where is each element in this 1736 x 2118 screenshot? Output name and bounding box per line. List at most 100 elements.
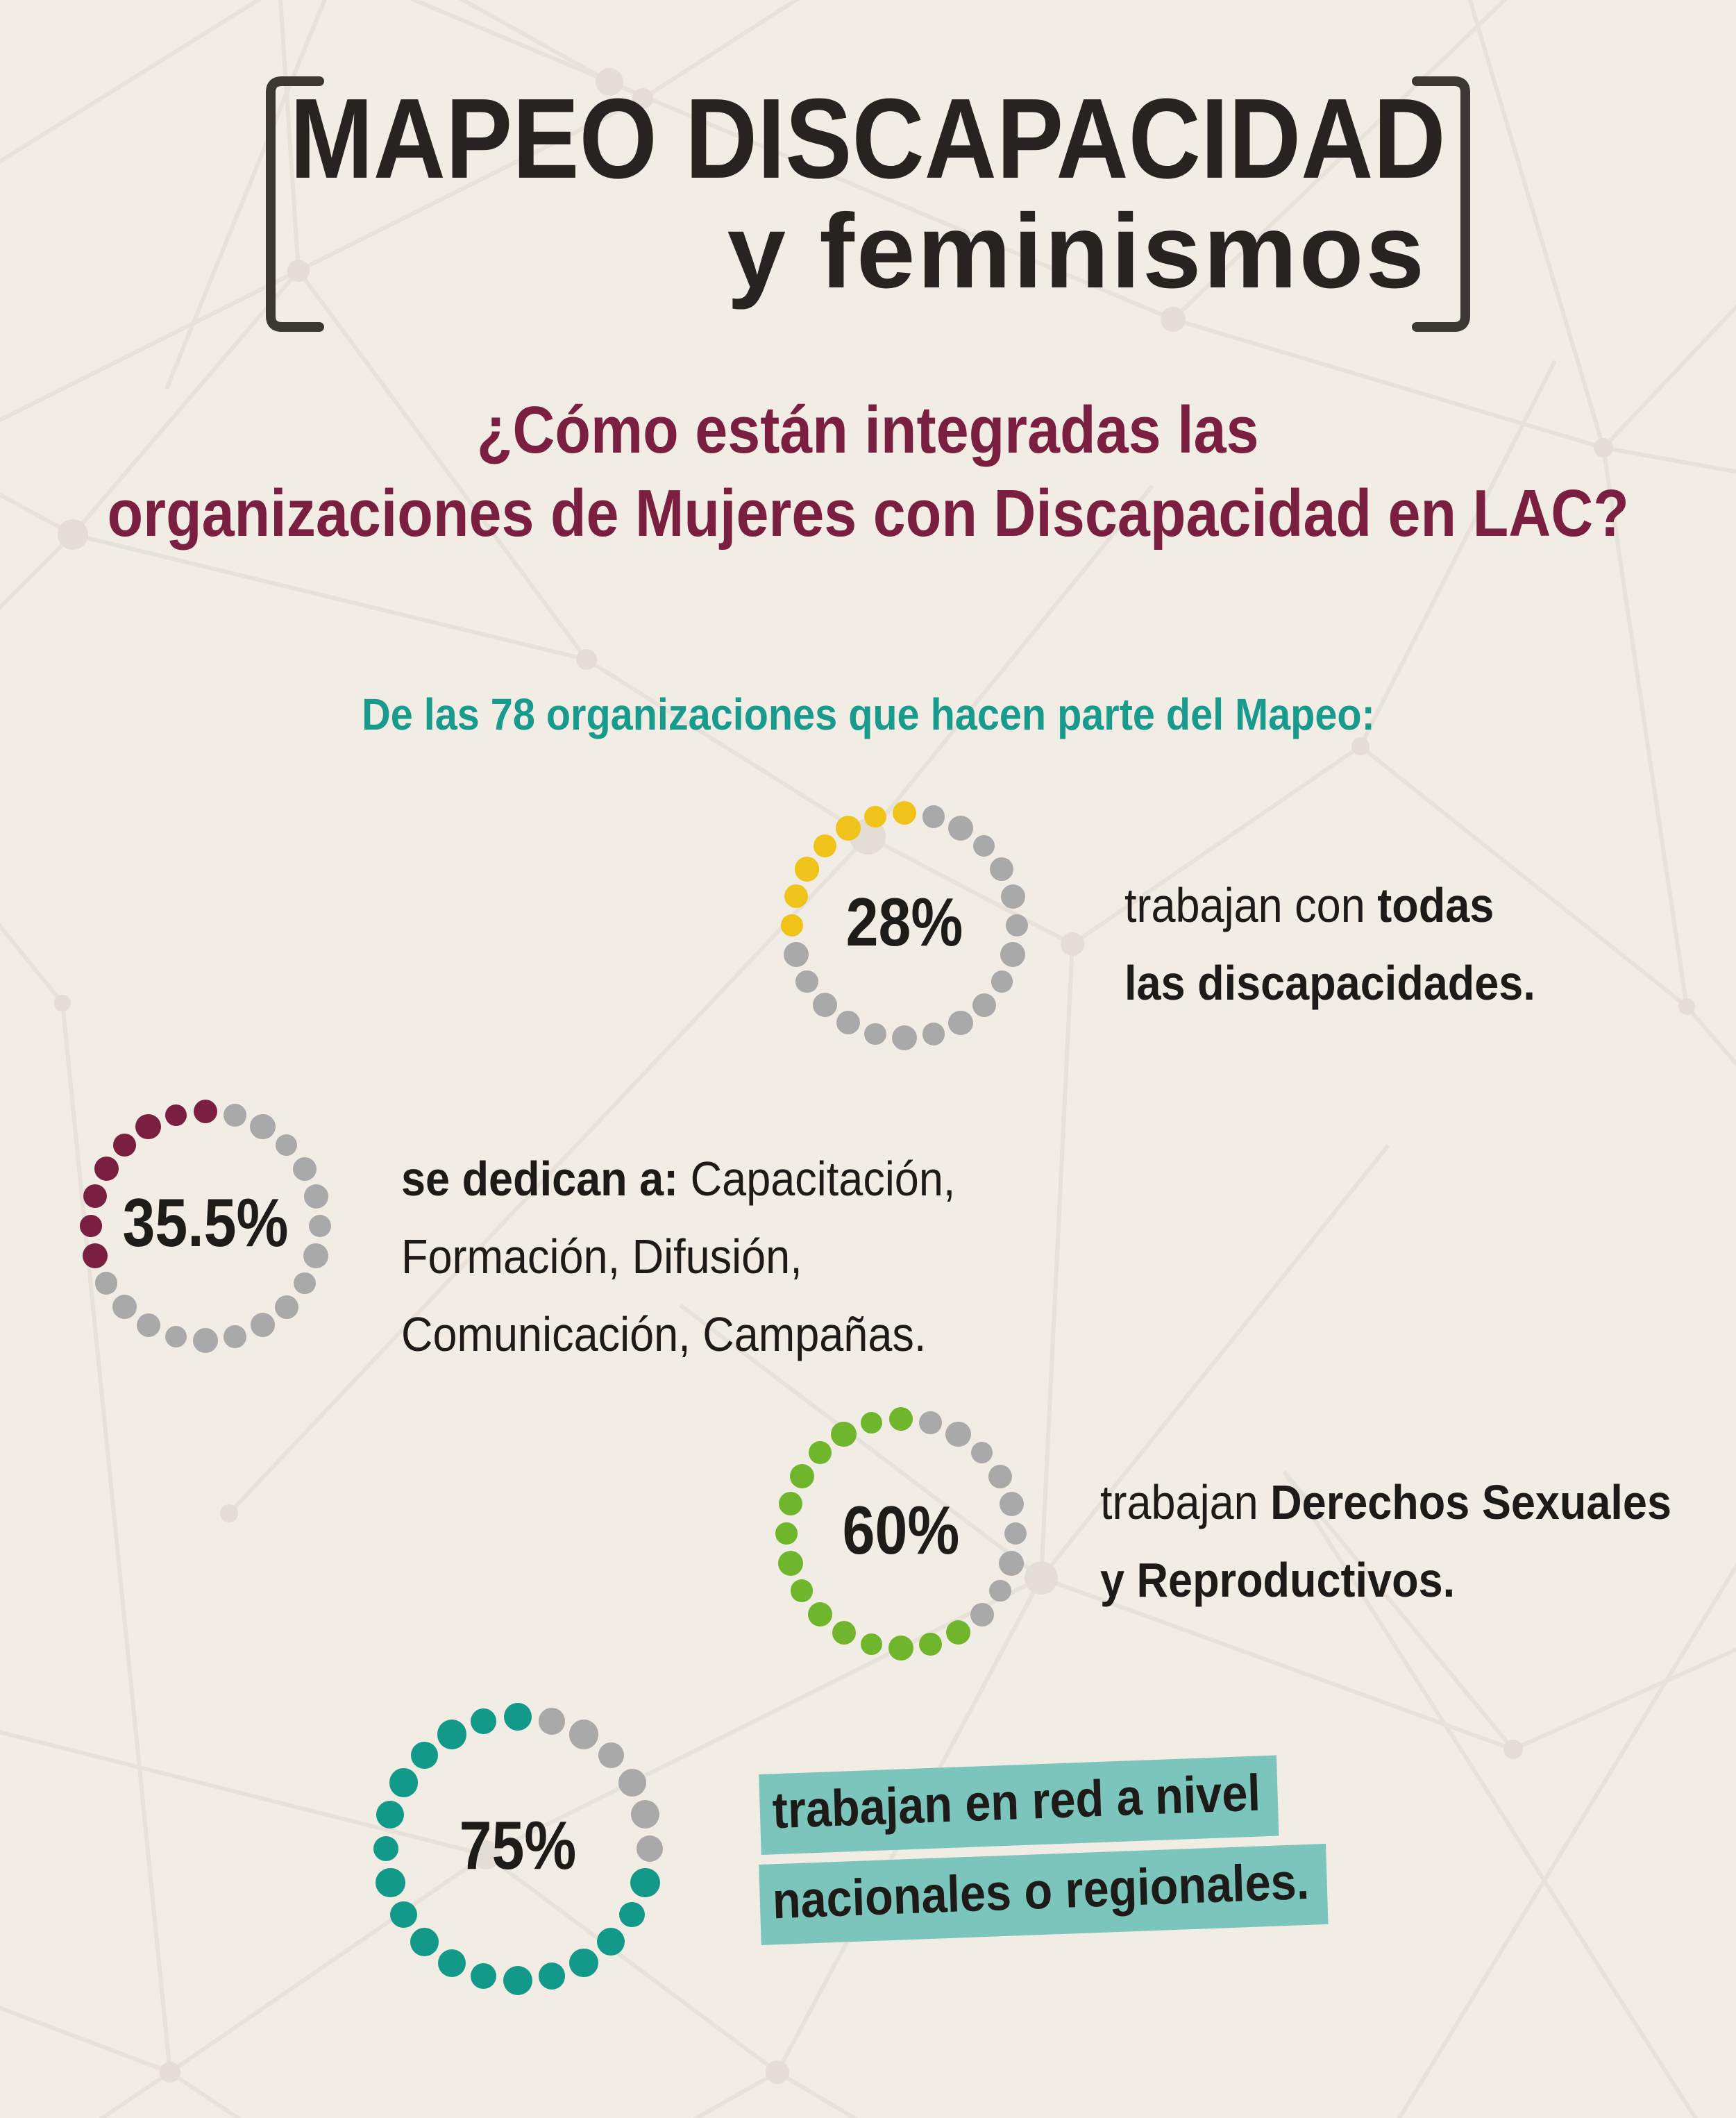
- question-line-2: organizaciones de Mujeres con Discapacid…: [107, 476, 1629, 550]
- donut-dot: [919, 1633, 942, 1656]
- donut-dot: [504, 1703, 532, 1731]
- question-heading: ¿Cómo están integradas las organizacione…: [0, 389, 1736, 555]
- donut-dot: [274, 1295, 298, 1319]
- donut-dot: [82, 1243, 108, 1268]
- donut-dot: [775, 1522, 798, 1545]
- dot-donut-chart-35-5: 35.5%: [76, 1096, 335, 1356]
- donut-dot: [192, 1327, 218, 1353]
- donut-dot: [389, 1768, 419, 1797]
- donut-dot: [630, 1867, 660, 1898]
- donut-dot: [891, 1025, 917, 1050]
- donut-dot: [784, 884, 808, 909]
- donut-dot: [538, 1962, 566, 1990]
- donut-dot: [778, 1492, 802, 1516]
- stat-description-line: y Reproductivos.: [1100, 1553, 1456, 1607]
- stat-description-line: Formación, Difusión,: [401, 1229, 802, 1284]
- donut-dot: [113, 1134, 136, 1157]
- donut-dot: [411, 1742, 438, 1769]
- dot-donut-chart-28: 28%: [777, 798, 1032, 1053]
- donut-dot: [795, 970, 818, 993]
- donut-dot: [224, 1325, 246, 1348]
- stat-description-line: trabajan Derechos Sexuales: [1100, 1475, 1672, 1529]
- donut-dot: [1000, 941, 1026, 967]
- donut-dot: [538, 1708, 566, 1735]
- donut-dot: [308, 1214, 332, 1238]
- donut-dot: [376, 1800, 405, 1829]
- page-subtitle: y feminismos: [727, 192, 1426, 310]
- question-line-1: ¿Cómo están integradas las: [477, 393, 1259, 467]
- donut-dot: [636, 1835, 664, 1863]
- donut-dot: [990, 857, 1014, 881]
- donut-dot: [619, 1901, 645, 1928]
- dot-donut-chart-60: 60%: [771, 1404, 1031, 1663]
- donut-dot: [165, 1325, 187, 1347]
- donut-dot: [410, 1927, 439, 1956]
- donut-dot: [790, 1579, 814, 1602]
- right-bracket-icon: [1412, 76, 1470, 332]
- donut-dot: [568, 1720, 599, 1749]
- donut-dot: [889, 1407, 913, 1431]
- donut-dot: [832, 1620, 856, 1645]
- donut-dot: [812, 993, 837, 1018]
- donut-dot: [83, 1184, 107, 1209]
- donut-dot: [999, 1491, 1024, 1516]
- donut-dot: [303, 1184, 328, 1209]
- donut-dot: [864, 1023, 886, 1045]
- stat-description-line: Comunicación, Campañas.: [401, 1307, 927, 1361]
- stat-value-label: 60%: [842, 1491, 960, 1568]
- donut-dot: [1004, 1522, 1027, 1545]
- stat-description: trabajan con todas las discapacidades.: [1124, 866, 1535, 1022]
- intro-line: De las 78 organizaciones que hacen parte…: [0, 690, 1736, 739]
- donut-dot: [135, 1114, 161, 1140]
- donut-dot: [194, 1100, 217, 1123]
- donut-dot: [303, 1243, 329, 1268]
- donut-dot: [789, 1463, 814, 1488]
- donut-dot: [276, 1134, 298, 1156]
- donut-dot: [376, 1867, 405, 1898]
- donut-dot: [795, 857, 820, 882]
- donut-dot: [503, 1965, 533, 1996]
- donut-dot: [597, 1928, 625, 1956]
- donut-dot: [781, 914, 803, 936]
- donut-dot: [471, 1963, 497, 1989]
- donut-dot: [988, 1464, 1012, 1488]
- donut-dot: [945, 1620, 970, 1645]
- donut-dot: [471, 1708, 497, 1734]
- page-title-text: MAPEO DISCAPACIDAD: [289, 75, 1447, 202]
- donut-dot: [390, 1901, 417, 1928]
- stat-value-label: 28%: [845, 883, 963, 960]
- donut-dot: [945, 1422, 971, 1447]
- donut-dot: [809, 1441, 832, 1464]
- donut-dot: [831, 1422, 857, 1447]
- donut-dot: [569, 1948, 598, 1978]
- donut-dot: [999, 1550, 1025, 1576]
- intro-line-text: De las 78 organizaciones que hacen parte…: [361, 689, 1375, 739]
- donut-dot: [947, 815, 973, 841]
- donut-dot: [814, 834, 836, 857]
- donut-dot: [888, 1635, 913, 1661]
- donut-dot: [991, 970, 1013, 993]
- stat-description-line: se dedican a: Capacitación,: [401, 1152, 956, 1206]
- donut-dot: [136, 1313, 160, 1337]
- donut-dot: [165, 1104, 187, 1127]
- stat-value-label: 35.5%: [122, 1184, 289, 1261]
- donut-dot: [294, 1272, 316, 1295]
- donut-dot: [860, 1633, 882, 1655]
- donut-dot: [438, 1949, 466, 1977]
- donut-dot: [972, 993, 996, 1017]
- donut-dot: [630, 1800, 660, 1829]
- donut-dot: [292, 1157, 317, 1181]
- donut-dot: [1005, 914, 1029, 937]
- page-title: MAPEO DISCAPACIDAD: [0, 82, 1736, 196]
- dot-donut-chart-75: 75%: [369, 1699, 667, 1998]
- donut-dot: [864, 805, 886, 828]
- donut-dot: [777, 1550, 803, 1576]
- donut-dot: [893, 801, 916, 825]
- donut-dot: [224, 1104, 246, 1127]
- donut-dot: [971, 1441, 993, 1463]
- donut-dot: [948, 1010, 973, 1035]
- donut-dot: [94, 1272, 118, 1295]
- donut-dot: [860, 1411, 882, 1434]
